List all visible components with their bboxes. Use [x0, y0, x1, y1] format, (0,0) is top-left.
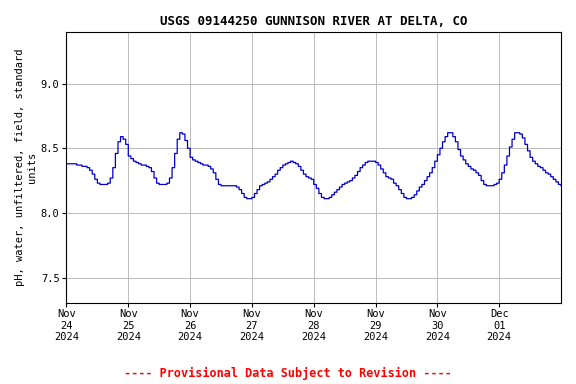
Text: ---- Provisional Data Subject to Revision ----: ---- Provisional Data Subject to Revisio…: [124, 367, 452, 380]
Y-axis label: pH, water, unfiltered, field, standard
units: pH, water, unfiltered, field, standard u…: [15, 49, 37, 286]
Title: USGS 09144250 GUNNISON RIVER AT DELTA, CO: USGS 09144250 GUNNISON RIVER AT DELTA, C…: [160, 15, 468, 28]
